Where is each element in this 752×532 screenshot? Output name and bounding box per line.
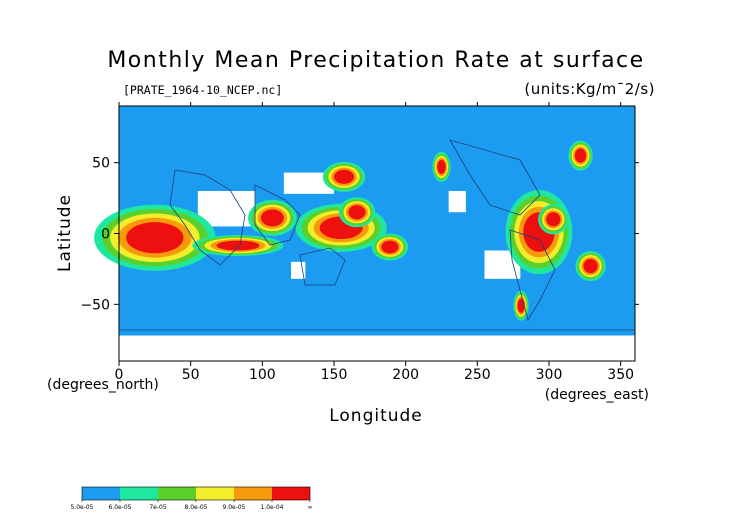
colorbar-label: 8.0e-05 <box>184 504 207 511</box>
y-unit-label: (degrees_north) <box>47 377 159 393</box>
x-tick-label: 0 <box>115 367 124 383</box>
x-tick-label: 100 <box>249 367 276 383</box>
y-axis-label: Latitude <box>55 194 75 272</box>
precip-region-level-5 <box>216 240 260 251</box>
chart-title: Monthly Mean Precipitation Rate at surfa… <box>107 48 644 73</box>
x-axis-ticks: 0 50 100 150 200 250 300 350 <box>115 102 634 383</box>
y-axis-ticks: −50 0 50 <box>80 156 639 313</box>
y-tick-label: 50 <box>92 156 110 172</box>
colorbar-label: 6.0e-05 <box>108 504 131 511</box>
missing-data-area <box>197 191 256 227</box>
coastlines <box>120 139 635 331</box>
colorbar-swatch <box>120 487 158 500</box>
x-tick-label: 250 <box>464 367 491 383</box>
precip-region-level-5 <box>126 222 184 254</box>
colorbar-swatch <box>82 487 120 500</box>
colorbar-label: ∞ <box>308 504 313 511</box>
colorbar-swatch <box>196 487 234 500</box>
colorbar: 5.0e-05 6.0e-05 7e-05 8.0e-05 9.0e-05 1.0e-04… <box>70 486 313 511</box>
missing-data-area <box>119 335 635 361</box>
x-tick-label: 350 <box>607 367 634 383</box>
colorbar-swatch <box>158 487 196 500</box>
colorbar-swatch <box>272 487 310 500</box>
x-tick-label: 50 <box>182 367 200 383</box>
chart-subtitle: [PRATE_1964-10_NCEP.nc] <box>123 83 282 97</box>
precip-regions-layer <box>94 140 606 321</box>
precip-region-level-5 <box>381 240 399 254</box>
colorbar-label: 9.0e-05 <box>222 504 245 511</box>
colorbar-label: 7e-05 <box>149 504 166 511</box>
missing-data-layer <box>119 172 635 361</box>
precip-region-level-5 <box>517 298 525 313</box>
x-axis-label: Longitude <box>329 406 423 426</box>
colorbar-label: 5.0e-05 <box>70 504 93 511</box>
units-label: (units:Kg/m¯2/s) <box>524 80 655 98</box>
precip-region-level-5 <box>574 148 587 163</box>
missing-data-area <box>448 191 466 213</box>
y-tick-label: 0 <box>101 227 110 243</box>
x-unit-label: (degrees_east) <box>545 387 649 403</box>
precip-region-level-5 <box>334 169 355 184</box>
y-tick-label: −50 <box>80 297 110 313</box>
missing-data-area <box>283 172 334 194</box>
precip-map <box>94 105 636 362</box>
precip-region-level-5 <box>348 205 366 220</box>
x-tick-label: 200 <box>392 367 419 383</box>
x-tick-label: 150 <box>321 367 348 383</box>
precip-region-level-5 <box>437 159 446 175</box>
x-tick-label: 300 <box>536 367 563 383</box>
colorbar-label: 1.0e-04 <box>260 504 283 511</box>
precip-region-level-5 <box>583 259 598 274</box>
colorbar-swatch <box>234 487 272 500</box>
precip-region-level-5 <box>260 209 284 227</box>
precip-region-level-5 <box>546 212 561 227</box>
